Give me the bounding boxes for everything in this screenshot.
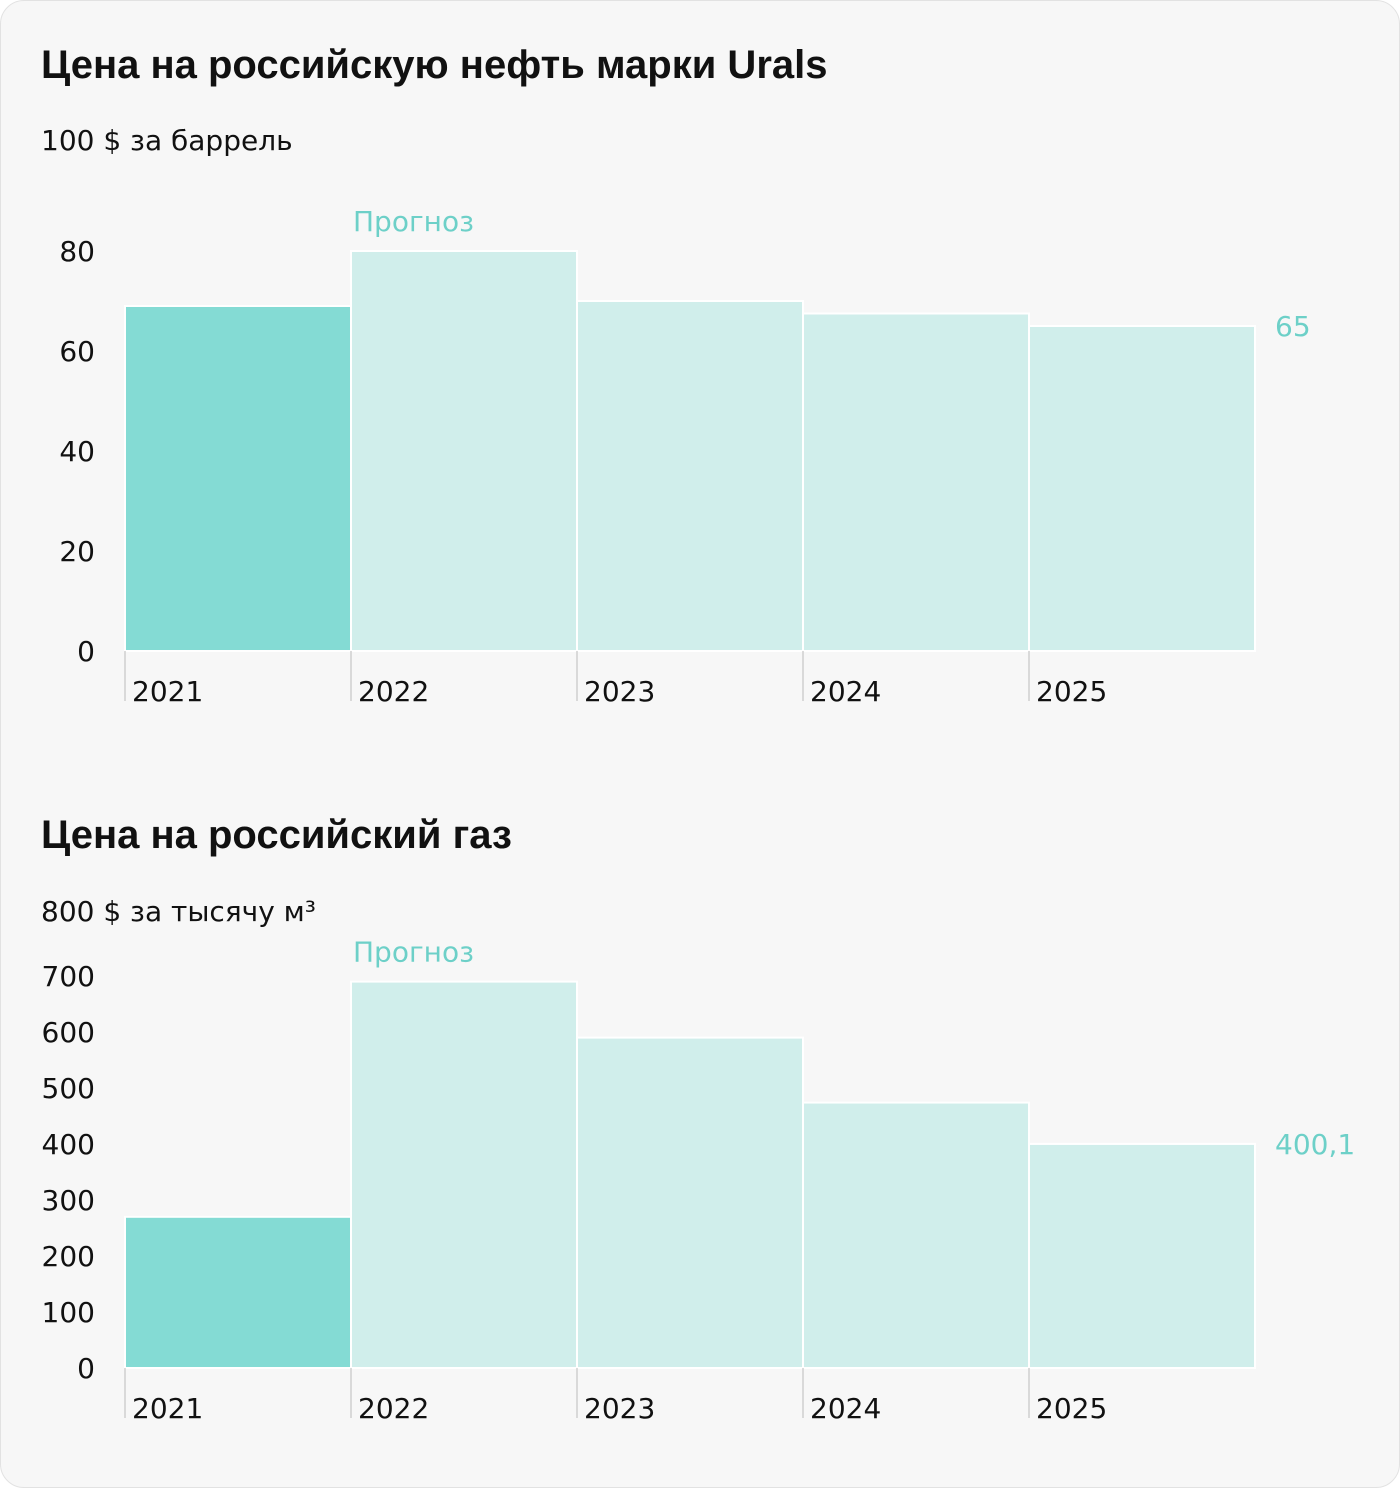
oil-bar-2025 — [1028, 325, 1256, 652]
oil-unit-label: 100 $ за баррель — [41, 124, 293, 157]
gas-x-tick-label: 2021 — [132, 1392, 203, 1425]
gas-x-tick-label: 2022 — [358, 1392, 429, 1425]
oil-y-tick-label: 60 — [59, 335, 95, 368]
oil-price-chart: 80 60 40 20 0 2021 2022 2023 2024 2025 Прогноз 65 — [59, 205, 1311, 708]
oil-bar-2024 — [802, 312, 1030, 652]
oil-forecast-annotation: Прогноз — [353, 205, 474, 238]
gas-last-value-label: 400,1 — [1275, 1128, 1355, 1161]
gas-bar-2021 — [124, 1215, 352, 1369]
oil-x-tick-label: 2024 — [810, 675, 881, 708]
oil-chart-title: Цена на российскую нефть марки Urals — [41, 43, 828, 87]
oil-x-tick-label: 2025 — [1036, 675, 1107, 708]
oil-bar-2021 — [124, 305, 352, 652]
oil-x-tick-label: 2023 — [584, 675, 655, 708]
gas-y-tick-label: 0 — [77, 1352, 95, 1385]
oil-y-tick-label: 80 — [59, 235, 95, 268]
oil-last-value-label: 65 — [1275, 310, 1311, 343]
gas-price-chart: 700 600 500 400 300 200 100 0 2021 2022 2023 2024 20… — [42, 936, 1356, 1425]
oil-y-tick-label: 40 — [59, 435, 95, 468]
gas-bar-2024 — [802, 1101, 1030, 1369]
gas-y-tick-label: 600 — [42, 1016, 95, 1049]
oil-bar-2022 — [350, 250, 578, 652]
gas-y-tick-label: 100 — [42, 1296, 95, 1329]
gas-unit-label: 800 $ за тысячу м³ — [41, 895, 317, 928]
oil-y-tick-label: 0 — [77, 635, 95, 668]
oil-bar-2023 — [576, 300, 804, 652]
gas-y-tick-label: 400 — [42, 1128, 95, 1161]
oil-x-tick-label: 2022 — [358, 675, 429, 708]
gas-forecast-annotation: Прогноз — [353, 936, 474, 969]
gas-x-tick-label: 2023 — [584, 1392, 655, 1425]
gas-bar-2023 — [576, 1036, 804, 1369]
oil-x-tick-label: 2021 — [132, 675, 203, 708]
gas-y-tick-label: 700 — [42, 960, 95, 993]
gas-bar-2022 — [350, 980, 578, 1369]
gas-bar-2025 — [1028, 1142, 1256, 1369]
gas-x-tick-label: 2025 — [1036, 1392, 1107, 1425]
oil-y-tick-label: 20 — [59, 535, 95, 568]
gas-y-tick-label: 300 — [42, 1184, 95, 1217]
gas-x-tick-label: 2024 — [810, 1392, 881, 1425]
gas-y-tick-label: 500 — [42, 1072, 95, 1105]
gas-y-tick-label: 200 — [42, 1240, 95, 1273]
gas-chart-title: Цена на российский газ — [41, 813, 512, 857]
